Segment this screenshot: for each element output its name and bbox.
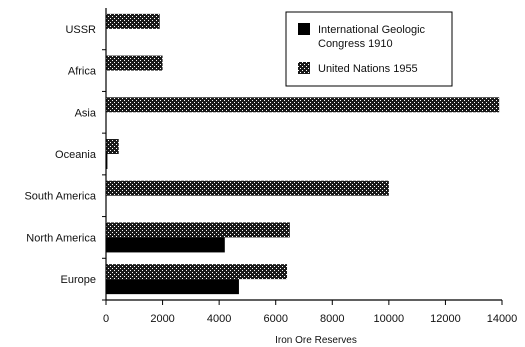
x-tick-label-4000: 4000 — [207, 313, 231, 325]
legend-label-igc-1910-line1: International Geologic — [318, 24, 426, 36]
legend-label-igc-1910-line2: Congress 1910 — [318, 38, 393, 50]
category-labels-group: USSR Africa Asia Oceania South America North … — [24, 24, 96, 286]
bar-un-1955-europe — [106, 264, 288, 280]
bar-un-1955-africa — [106, 55, 163, 71]
x-tick-label-8000: 8000 — [320, 313, 344, 325]
bar-un-1955-asia — [106, 97, 500, 113]
category-label-africa: Africa — [68, 66, 97, 78]
legend-swatch-igc-1910 — [298, 23, 310, 35]
x-tick-label-2000: 2000 — [150, 313, 174, 325]
bar-igc-1910-europe — [106, 279, 239, 295]
category-label-europe: Europe — [61, 274, 96, 286]
category-label-ussr: USSR — [65, 24, 96, 36]
bar-igc-1910-north-america — [106, 237, 225, 253]
bar-un-1955-south-america — [106, 180, 389, 196]
bar-igc-1910-oceania — [106, 154, 108, 169]
category-label-north-america: North America — [26, 232, 97, 244]
ticks-group: 0 2000 4000 6000 8000 10000 12000 14000 — [103, 300, 517, 325]
x-tick-label-10000: 10000 — [374, 313, 405, 325]
x-axis-label: Iron Ore Reserves — [275, 335, 357, 346]
legend-label-un-1955: United Nations 1955 — [318, 63, 418, 75]
bar-un-1955-oceania — [106, 139, 119, 154]
axes-group — [102, 8, 502, 301]
legend-swatch-un-1955 — [298, 62, 310, 74]
bar-un-1955-ussr — [106, 13, 160, 29]
bars-group — [106, 13, 500, 295]
x-tick-label-12000: 12000 — [430, 313, 461, 325]
x-tick-label-0: 0 — [103, 313, 109, 325]
bar-un-1955-north-america — [106, 222, 290, 238]
category-label-south-america: South America — [24, 191, 96, 203]
category-label-asia: Asia — [75, 107, 97, 119]
x-tick-label-6000: 6000 — [263, 313, 287, 325]
category-label-oceania: Oceania — [55, 149, 97, 161]
legend: International Geologic Congress 1910 Uni… — [285, 11, 453, 87]
legend-box — [285, 11, 453, 87]
x-tick-label-14000: 14000 — [487, 313, 518, 325]
